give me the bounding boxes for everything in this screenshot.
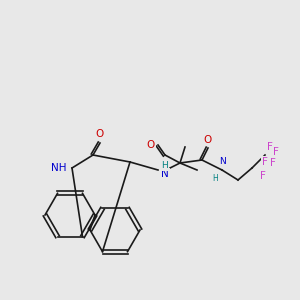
Text: F: F: [262, 157, 268, 167]
Text: O: O: [204, 135, 212, 145]
Text: N: N: [219, 157, 225, 166]
Text: F: F: [260, 171, 266, 181]
Text: NH: NH: [52, 163, 67, 173]
Text: F: F: [273, 147, 279, 157]
Text: O: O: [96, 129, 104, 139]
Text: O: O: [147, 140, 155, 150]
Text: H: H: [212, 174, 218, 183]
Text: H: H: [161, 161, 168, 170]
Text: F: F: [267, 142, 273, 152]
Text: F: F: [270, 158, 276, 168]
Text: N: N: [161, 169, 169, 179]
